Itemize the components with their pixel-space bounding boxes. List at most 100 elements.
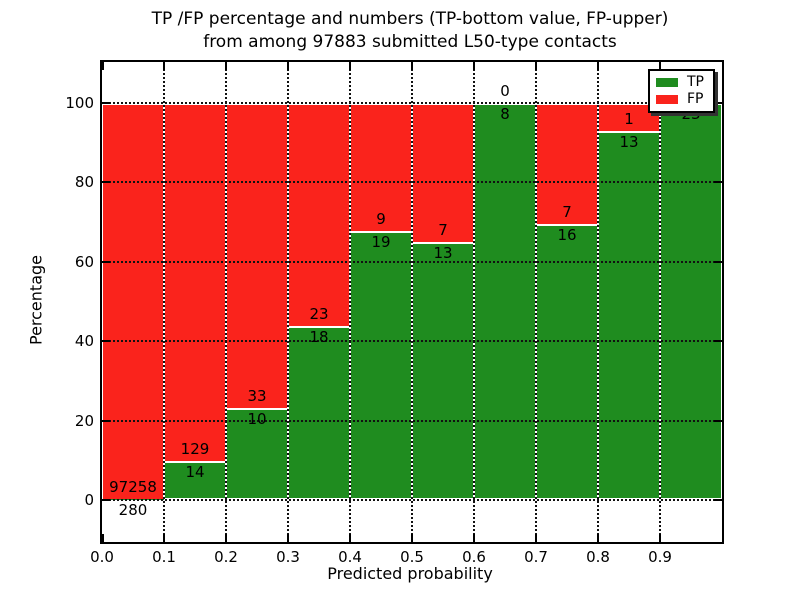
tp-bar-segment bbox=[598, 131, 660, 500]
fp-count-label: 7 bbox=[562, 202, 572, 221]
v-gridline bbox=[473, 62, 475, 542]
fp-count-label: 23 bbox=[309, 304, 329, 323]
y-tick-mark-left bbox=[102, 340, 110, 343]
legend-entry-tp: TP bbox=[656, 75, 707, 90]
x-tick-mark-bottom bbox=[102, 534, 104, 542]
x-tick-mark-bottom bbox=[411, 534, 413, 542]
v-gridline bbox=[597, 62, 599, 542]
fp-bar-segment bbox=[226, 103, 288, 408]
v-gridline bbox=[659, 62, 661, 542]
y-tick-label: 60 bbox=[74, 252, 94, 271]
fp-legend-swatch bbox=[656, 95, 678, 104]
tp-bar-segment bbox=[288, 325, 350, 500]
x-tick-label: 0.0 bbox=[90, 548, 114, 566]
y-tick-label: 40 bbox=[74, 332, 94, 351]
y-tick-mark-right bbox=[714, 102, 722, 104]
y-tick-label: 100 bbox=[65, 94, 94, 112]
v-gridline bbox=[411, 62, 413, 542]
fp-bar-segment bbox=[102, 103, 164, 499]
x-axis-label: Predicted probability bbox=[327, 564, 493, 583]
x-tick-label: 0.3 bbox=[276, 548, 300, 566]
tp-legend-label: TP bbox=[687, 74, 704, 90]
tp-bar-segment bbox=[660, 103, 722, 500]
x-tick-mark-bottom bbox=[535, 534, 537, 542]
tp-bar-segment bbox=[350, 230, 412, 500]
y-tick-mark-right bbox=[714, 181, 722, 184]
v-gridline bbox=[163, 62, 165, 542]
y-tick-mark-right bbox=[714, 340, 722, 343]
v-gridline bbox=[225, 62, 227, 542]
tp-count-label: 18 bbox=[309, 327, 329, 346]
x-tick-label: 0.6 bbox=[462, 548, 486, 566]
y-tick-mark-right bbox=[714, 260, 722, 263]
chart-title-line2: from among 97883 submitted L50-type cont… bbox=[203, 32, 617, 52]
x-tick-mark-top bbox=[473, 62, 475, 70]
fp-count-label: 97258 bbox=[109, 477, 157, 496]
x-tick-mark-top bbox=[411, 62, 413, 70]
x-tick-label: 0.5 bbox=[400, 548, 424, 566]
x-tick-mark-top bbox=[659, 62, 661, 70]
y-tick-mark-right bbox=[714, 419, 722, 422]
tp-count-label: 19 bbox=[371, 232, 391, 251]
x-tick-label: 0.1 bbox=[152, 548, 176, 566]
fp-bar-segment bbox=[288, 103, 350, 326]
x-tick-mark-top bbox=[287, 62, 289, 70]
y-tick-label: 20 bbox=[74, 411, 94, 430]
tp-count-label: 16 bbox=[557, 225, 577, 244]
x-tick-mark-top bbox=[349, 62, 351, 70]
tp-count-label: 10 bbox=[247, 409, 267, 428]
fp-count-label: 1 bbox=[624, 110, 634, 129]
y-tick-mark-right bbox=[714, 499, 722, 501]
tp-count-label: 13 bbox=[433, 243, 453, 262]
fp-count-label: 9 bbox=[376, 209, 386, 228]
tp-count-label: 14 bbox=[185, 463, 205, 482]
fp-bar-segment bbox=[164, 103, 226, 462]
y-axis-label: Percentage bbox=[26, 254, 46, 346]
tp-count-label: 13 bbox=[619, 133, 639, 152]
x-tick-mark-top bbox=[163, 62, 165, 70]
legend: TP FP bbox=[648, 69, 715, 113]
y-tick-mark-left bbox=[102, 260, 110, 263]
tp-bar-segment bbox=[226, 407, 288, 500]
x-tick-mark-top bbox=[225, 62, 227, 70]
v-gridline bbox=[287, 62, 289, 542]
x-tick-mark-top bbox=[597, 62, 599, 70]
x-tick-mark-bottom bbox=[473, 534, 475, 542]
x-tick-label: 0.7 bbox=[524, 548, 548, 566]
x-tick-mark-top bbox=[102, 62, 104, 70]
v-gridline bbox=[349, 62, 351, 542]
plot-area: 97258 280 129 14 33 10 23 18 9 19 7 13 0 8 7 16 1 13 23 0 20… bbox=[65, 60, 724, 566]
fp-count-label: 33 bbox=[247, 386, 267, 405]
x-tick-mark-bottom bbox=[287, 534, 289, 542]
x-tick-label: 0.4 bbox=[338, 548, 362, 566]
chart-title: TP /FP percentage and numbers (TP-bottom… bbox=[100, 8, 720, 54]
x-tick-mark-bottom bbox=[225, 534, 227, 542]
x-tick-mark-bottom bbox=[349, 534, 351, 542]
fp-count-label: 0 bbox=[500, 82, 510, 100]
tp-count-label: 280 bbox=[118, 500, 148, 519]
tp-count-label: 8 bbox=[500, 105, 510, 123]
x-tick-mark-bottom bbox=[597, 534, 599, 542]
y-tick-mark-left bbox=[102, 499, 110, 501]
y-tick-label: 0 bbox=[84, 491, 94, 509]
v-gridline bbox=[535, 62, 537, 542]
tp-bar-segment bbox=[412, 241, 474, 500]
x-tick-mark-top bbox=[535, 62, 537, 70]
tp-bar-segment bbox=[474, 103, 536, 500]
x-tick-mark-bottom bbox=[163, 534, 165, 542]
fp-legend-label: FP bbox=[687, 91, 704, 107]
fp-count-label: 7 bbox=[438, 220, 448, 239]
y-tick-mark-left bbox=[102, 102, 110, 104]
x-tick-label: 0.8 bbox=[586, 548, 610, 566]
y-tick-mark-left bbox=[102, 181, 110, 184]
y-tick-label: 80 bbox=[74, 173, 94, 192]
fp-count-label: 129 bbox=[180, 440, 210, 459]
chart-title-line1: TP /FP percentage and numbers (TP-bottom… bbox=[151, 9, 669, 29]
x-tick-mark-bottom bbox=[659, 534, 661, 542]
tp-legend-swatch bbox=[656, 78, 678, 87]
x-tick-label: 0.2 bbox=[214, 548, 238, 566]
legend-entry-fp: FP bbox=[656, 92, 707, 107]
tp-bar-segment bbox=[536, 223, 598, 500]
y-tick-mark-left bbox=[102, 419, 110, 422]
